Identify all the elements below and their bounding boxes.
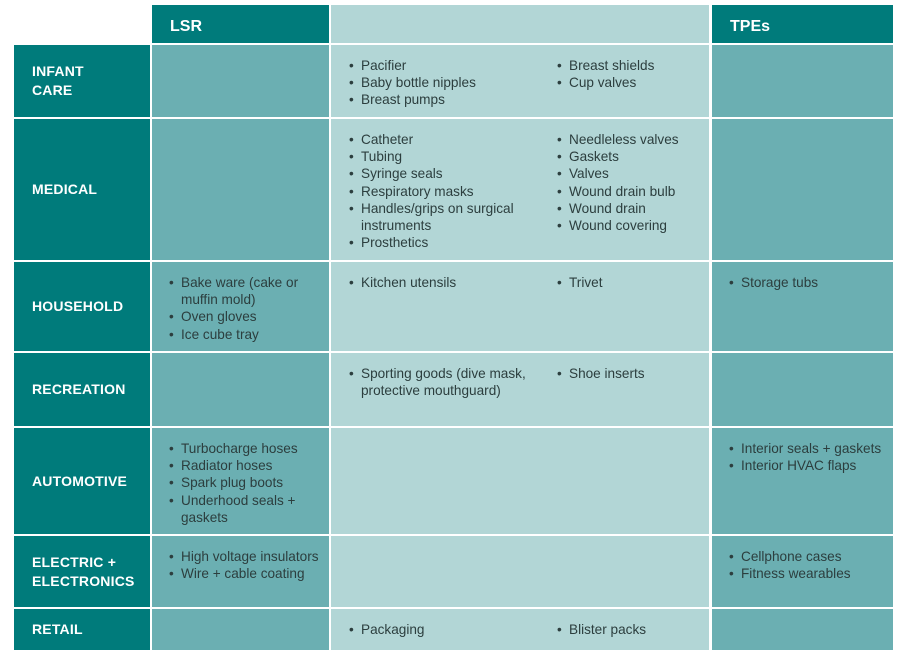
row-label: RECREATION	[32, 380, 126, 399]
lsr-item-list: High voltage insulatorsWire + cable coat…	[169, 548, 319, 583]
list-item: Handles/grips on surgical instruments	[349, 200, 539, 234]
row-label-cell: INFANT CARE	[14, 45, 150, 117]
row-label-line: ELECTRONICS	[32, 572, 135, 589]
both_right-item-list: Breast shieldsCup valves	[557, 57, 707, 92]
lsr-item-list: Turbocharge hosesRadiator hosesSpark plu…	[169, 440, 319, 526]
tpes-column-header: TPEs	[712, 5, 893, 43]
list-item: Catheter	[349, 131, 539, 148]
row-label-cell: ELECTRIC + ELECTRONICS	[14, 536, 150, 607]
list-item: Needleless valves	[557, 131, 707, 148]
list-item: Bake ware (cake or muffin mold)	[169, 274, 319, 308]
list-item: Ice cube tray	[169, 326, 319, 343]
lsr-cell	[152, 609, 329, 650]
row-label: INFANT CARE	[32, 62, 84, 100]
list-item: Fitness wearables	[729, 565, 889, 582]
both_left-item-list: Sporting goods (dive mask, protective mo…	[349, 365, 539, 399]
row-label-line: MEDICAL	[32, 181, 98, 197]
row-label: MEDICAL	[32, 180, 97, 199]
row-label-line: ELECTRIC +	[32, 553, 117, 570]
list-item: High voltage insulators	[169, 548, 319, 565]
list-item: Packaging	[349, 621, 539, 638]
both_left-item-list: Packaging	[349, 621, 539, 638]
list-item: Storage tubs	[729, 274, 889, 291]
list-item: Wound covering	[557, 217, 707, 234]
lsr-cell	[152, 45, 329, 117]
shared-cell	[331, 428, 709, 534]
list-item: Underhood seals + gaskets	[169, 492, 319, 526]
lsr-header-text: LSR	[170, 18, 202, 35]
row-label-line: RETAIL	[32, 621, 83, 637]
both_left-item-list: PacifierBaby bottle nipplesBreast pumps	[349, 57, 539, 109]
list-item: Wire + cable coating	[169, 565, 319, 582]
list-item: Oven gloves	[169, 308, 319, 325]
both_left-item-list: Kitchen utensils	[349, 274, 539, 291]
list-item: Tubing	[349, 148, 539, 165]
list-item: Shoe inserts	[557, 365, 707, 382]
list-item: Cellphone cases	[729, 548, 889, 565]
list-item: Breast shields	[557, 57, 707, 74]
both_right-item-list: Blister packs	[557, 621, 707, 638]
lsr-column-header: LSR	[152, 5, 329, 43]
list-item: Trivet	[557, 274, 707, 291]
row-label: AUTOMOTIVE	[32, 472, 127, 491]
tpe-item-list: Cellphone casesFitness wearables	[729, 548, 889, 583]
list-item: Turbocharge hoses	[169, 440, 319, 457]
tpe-cell	[712, 119, 893, 260]
lsr-cell	[152, 119, 329, 260]
both_right-item-list: Needleless valvesGasketsValvesWound drai…	[557, 131, 707, 234]
both_right-item-list: Trivet	[557, 274, 707, 291]
tpe-cell	[712, 353, 893, 426]
shared-column-header	[331, 5, 709, 43]
row-label-cell: MEDICAL	[14, 119, 150, 260]
list-item: Wound drain bulb	[557, 183, 707, 200]
tpe-cell	[712, 609, 893, 650]
row-label-line: RECREATION	[32, 381, 126, 397]
both_right-item-list: Shoe inserts	[557, 365, 707, 382]
lsr-cell	[152, 353, 329, 426]
row-label-cell: AUTOMOTIVE	[14, 428, 150, 534]
list-item: Interior HVAC flaps	[729, 457, 889, 474]
list-item: Blister packs	[557, 621, 707, 638]
row-label: ELECTRIC + ELECTRONICS	[32, 553, 135, 591]
row-label-line: AUTOMOTIVE	[32, 472, 128, 489]
list-item: Spark plug boots	[169, 474, 319, 491]
both_left-item-list: CatheterTubingSyringe sealsRespiratory m…	[349, 131, 539, 252]
row-label-line: CARE	[32, 82, 73, 98]
list-item: Cup valves	[557, 74, 707, 91]
list-item: Sporting goods (dive mask, protective mo…	[349, 365, 539, 399]
row-label: HOUSEHOLD	[32, 297, 123, 316]
list-item: Pacifier	[349, 57, 539, 74]
list-item: Radiator hoses	[169, 457, 319, 474]
tpe-item-list: Storage tubs	[729, 274, 889, 291]
list-item: Syringe seals	[349, 165, 539, 182]
list-item: Interior seals + gaskets	[729, 440, 889, 457]
row-label-cell: HOUSEHOLD	[14, 262, 150, 351]
row-label-line: HOUSEHOLD	[32, 298, 124, 314]
list-item: Valves	[557, 165, 707, 182]
row-label-cell: RETAIL	[14, 609, 150, 650]
tpe-cell	[712, 45, 893, 117]
row-label-line: INFANT	[32, 63, 84, 79]
tpe-item-list: Interior seals + gasketsInterior HVAC fl…	[729, 440, 889, 475]
row-label-cell: RECREATION	[14, 353, 150, 426]
list-item: Wound drain	[557, 200, 707, 217]
list-item: Breast pumps	[349, 91, 539, 108]
list-item: Kitchen utensils	[349, 274, 539, 291]
list-item: Gaskets	[557, 148, 707, 165]
list-item: Baby bottle nipples	[349, 74, 539, 91]
shared-cell	[331, 536, 709, 607]
tpes-header-text: TPEs	[730, 18, 771, 35]
row-label: RETAIL	[32, 620, 83, 639]
list-item: Prosthetics	[349, 234, 539, 251]
lsr-item-list: Bake ware (cake or muffin mold)Oven glov…	[169, 274, 319, 343]
list-item: Respiratory masks	[349, 183, 539, 200]
